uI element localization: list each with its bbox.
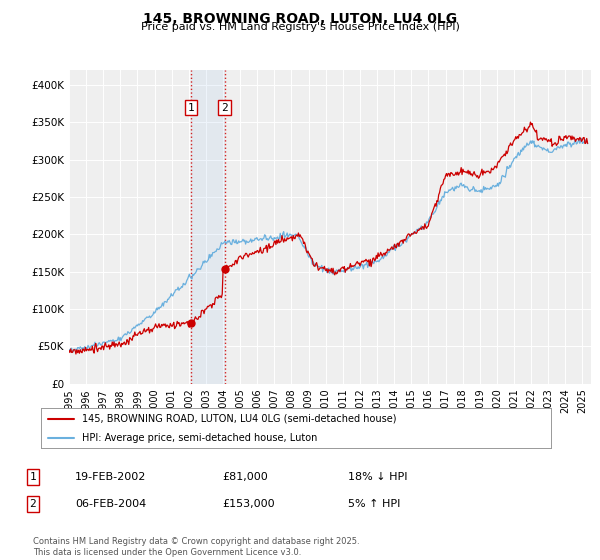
Text: 2: 2 — [221, 102, 228, 113]
Text: £81,000: £81,000 — [222, 472, 268, 482]
Text: 2: 2 — [29, 499, 37, 509]
Text: 06-FEB-2004: 06-FEB-2004 — [75, 499, 146, 509]
Text: 19-FEB-2002: 19-FEB-2002 — [75, 472, 146, 482]
Text: 5% ↑ HPI: 5% ↑ HPI — [348, 499, 400, 509]
Text: Price paid vs. HM Land Registry's House Price Index (HPI): Price paid vs. HM Land Registry's House … — [140, 22, 460, 32]
Text: Contains HM Land Registry data © Crown copyright and database right 2025.
This d: Contains HM Land Registry data © Crown c… — [33, 537, 359, 557]
Text: £153,000: £153,000 — [222, 499, 275, 509]
Text: 1: 1 — [187, 102, 194, 113]
Text: 18% ↓ HPI: 18% ↓ HPI — [348, 472, 407, 482]
Text: HPI: Average price, semi-detached house, Luton: HPI: Average price, semi-detached house,… — [82, 433, 317, 443]
Text: 1: 1 — [29, 472, 37, 482]
Bar — [191, 70, 224, 384]
Text: 145, BROWNING ROAD, LUTON, LU4 0LG (semi-detached house): 145, BROWNING ROAD, LUTON, LU4 0LG (semi… — [82, 414, 396, 424]
Text: 145, BROWNING ROAD, LUTON, LU4 0LG: 145, BROWNING ROAD, LUTON, LU4 0LG — [143, 12, 457, 26]
